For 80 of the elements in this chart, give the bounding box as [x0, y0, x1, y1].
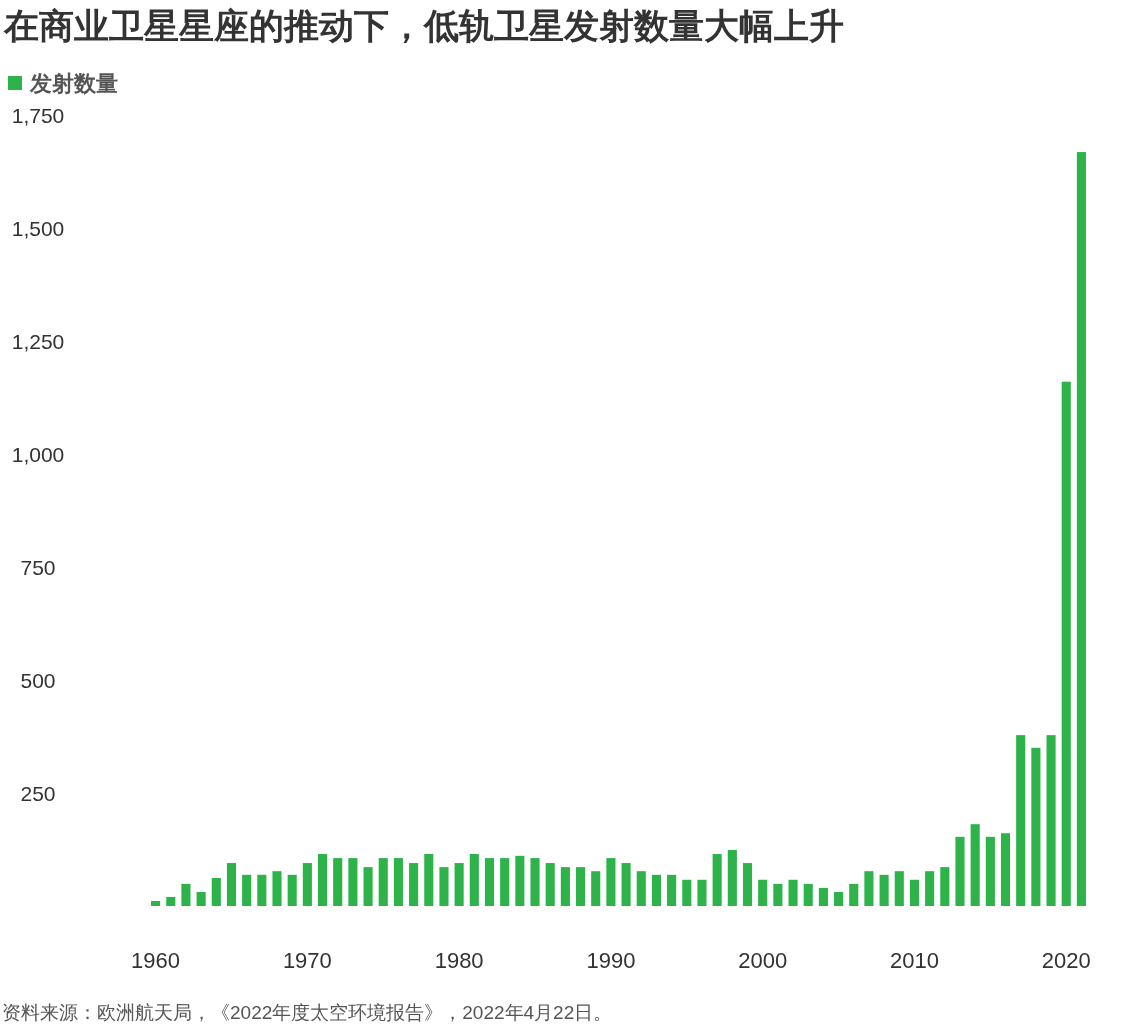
- bar: [348, 858, 358, 906]
- bar: [530, 858, 540, 906]
- bar: [985, 836, 995, 906]
- bar: [1061, 381, 1071, 906]
- bar: [166, 896, 176, 906]
- x-tick-label: 2000: [738, 948, 788, 973]
- bar: [576, 867, 586, 906]
- y-tick-label: 250: [20, 781, 56, 805]
- bar: [697, 879, 707, 906]
- bar: [970, 824, 980, 906]
- bar: [834, 891, 844, 906]
- bar: [1000, 833, 1011, 906]
- bar: [439, 867, 449, 906]
- bar: [682, 879, 692, 906]
- x-tick-label: 1990: [586, 948, 636, 973]
- bar: [484, 858, 495, 906]
- bar: [651, 874, 661, 906]
- x-tick-label: 2010: [889, 948, 939, 973]
- bar: [515, 855, 525, 906]
- y-tick-label: 750: [20, 555, 56, 579]
- bar: [803, 883, 813, 906]
- bar: [242, 874, 252, 906]
- bar: [621, 863, 631, 906]
- bar: [500, 858, 510, 906]
- y-tick-label: 1,000: [11, 442, 65, 466]
- bar: [1076, 152, 1086, 906]
- bar: [378, 858, 388, 906]
- bar: [469, 854, 479, 906]
- bar: [272, 871, 282, 906]
- bar: [211, 877, 221, 906]
- bar: [955, 836, 965, 906]
- bar: [1046, 735, 1056, 906]
- x-tick-label: 2020: [1041, 948, 1091, 973]
- bar: [363, 867, 373, 906]
- bar: [940, 867, 950, 906]
- chart-title: 在商业卫星星座的推动下，低轨卫星发射数量大幅上升: [3, 6, 844, 45]
- bar: [454, 863, 464, 906]
- bar: [606, 858, 616, 906]
- bar: [545, 863, 555, 906]
- bar: [727, 849, 737, 906]
- bar: [879, 874, 889, 906]
- bar: [591, 871, 601, 906]
- bar: [1031, 747, 1041, 906]
- text: 资料来源：欧洲航天局，《2022年度太空环境报告》，2022年4月22日。: [2, 1002, 613, 1023]
- bar: [560, 867, 570, 906]
- y-tick-label: 500: [20, 668, 56, 692]
- bar: [788, 879, 798, 906]
- bar: [773, 883, 783, 906]
- x-tick-label: 1980: [434, 948, 484, 973]
- bar: [333, 858, 343, 906]
- y-tick-label: 1,750: [11, 103, 65, 127]
- bar: [302, 863, 312, 906]
- bar: [409, 863, 419, 906]
- bar: [257, 874, 267, 906]
- bar: [424, 854, 434, 906]
- bar: [864, 871, 874, 906]
- bar: [758, 879, 768, 906]
- bar: [636, 871, 646, 906]
- bar: [667, 874, 677, 906]
- legend-label: 发射数量: [29, 71, 118, 96]
- legend: 发射数量: [8, 71, 118, 96]
- bar: [226, 863, 237, 906]
- x-tick-label: 1960: [131, 948, 181, 973]
- bar: [909, 879, 920, 906]
- y-tick-label: 1,250: [11, 329, 65, 353]
- bar: [393, 858, 403, 906]
- bar: [287, 874, 297, 906]
- bar: [196, 891, 206, 906]
- bar: [925, 871, 935, 906]
- bar: [894, 871, 904, 906]
- bar: [849, 883, 859, 906]
- bar: [742, 863, 753, 906]
- bar: [1016, 735, 1026, 906]
- y-tick-label: 1,500: [11, 216, 65, 240]
- bar: [181, 883, 191, 906]
- bar: [712, 854, 722, 906]
- bar: [151, 901, 161, 906]
- bar: [317, 854, 328, 906]
- bar: [818, 887, 828, 906]
- x-tick-label: 1970: [282, 948, 332, 973]
